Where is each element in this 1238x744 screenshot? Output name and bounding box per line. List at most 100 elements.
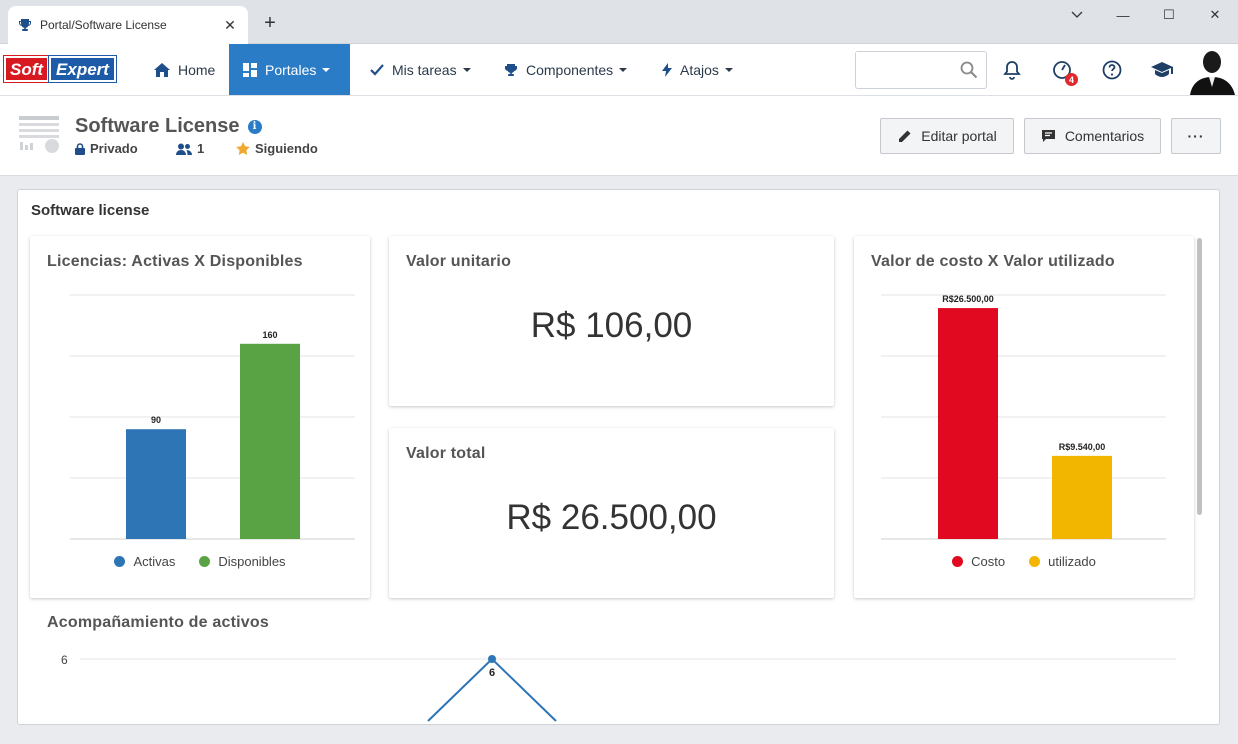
window-controls: — ☐ ✕ bbox=[1054, 0, 1238, 30]
nav-atajos[interactable]: Atajos bbox=[648, 44, 747, 95]
privacy-label: Privado bbox=[90, 141, 138, 156]
portal-header: Software License i Privado 1 Siguiendo E… bbox=[0, 96, 1238, 176]
valor-unitario-value: R$ 106,00 bbox=[530, 306, 693, 345]
data-label: R$26.500,00 bbox=[942, 294, 994, 304]
users-icon bbox=[176, 143, 192, 155]
data-label: 160 bbox=[262, 330, 277, 340]
check-icon bbox=[370, 63, 384, 76]
trophy-icon bbox=[18, 18, 32, 32]
search-icon[interactable] bbox=[960, 61, 978, 84]
page-title-text: Software License bbox=[75, 115, 240, 137]
legend-label: utilizado bbox=[1048, 554, 1096, 569]
legend-item-disponibles[interactable]: Disponibles bbox=[199, 554, 286, 569]
data-point[interactable] bbox=[488, 655, 496, 663]
valor-unitario-card: Valor unitario R$ 106,00 bbox=[389, 236, 834, 406]
page-title: Software License i bbox=[75, 115, 262, 138]
edit-portal-label: Editar portal bbox=[921, 128, 997, 144]
legend-label: Costo bbox=[971, 554, 1006, 569]
softexpert-logo[interactable]: Soft Expert bbox=[4, 56, 116, 82]
panel-title: Software license bbox=[31, 202, 150, 219]
chart-title: Licencias: Activas X Disponibles bbox=[47, 253, 303, 270]
pencil-icon bbox=[897, 129, 912, 144]
following-status[interactable]: Siguiendo bbox=[236, 141, 318, 156]
bar-disponibles[interactable] bbox=[240, 343, 300, 539]
notification-badge: 4 bbox=[1065, 73, 1078, 86]
nav-portales[interactable]: Portales bbox=[229, 44, 350, 95]
software-license-panel: Software license Licencias: Activas X Di… bbox=[17, 189, 1220, 725]
members-count[interactable]: 1 bbox=[176, 141, 204, 156]
data-label: R$9.540,00 bbox=[1059, 442, 1106, 452]
logo-expert: Expert bbox=[49, 56, 116, 82]
star-icon bbox=[236, 142, 250, 155]
home-icon bbox=[154, 62, 170, 77]
nav-componentes-label: Componentes bbox=[526, 61, 614, 78]
search-input[interactable] bbox=[856, 52, 956, 86]
activos-line-chart: 66 bbox=[61, 653, 1176, 722]
licencias-bar-chart: 90 160 bbox=[70, 294, 355, 540]
bolt-icon bbox=[662, 62, 672, 77]
bar-activas[interactable] bbox=[126, 429, 186, 539]
data-label: 90 bbox=[151, 415, 161, 425]
legend-swatch bbox=[952, 556, 964, 567]
vertical-scrollbar[interactable] bbox=[1197, 238, 1202, 515]
nav-mis-tareas[interactable]: Mis tareas bbox=[356, 44, 485, 95]
caret-down-icon bbox=[322, 67, 331, 72]
more-options-button[interactable]: ··· bbox=[1171, 118, 1221, 154]
help-icon[interactable] bbox=[1100, 58, 1124, 82]
legend-item-activas[interactable]: Activas bbox=[114, 554, 175, 569]
dashboard-icon bbox=[243, 62, 257, 77]
valor-total-title: Valor total bbox=[406, 445, 486, 462]
legend-swatch bbox=[1029, 556, 1041, 567]
graduation-cap-icon[interactable] bbox=[1150, 58, 1174, 82]
costo-bar-chart: R$26.500,00 R$9.540,00 bbox=[881, 294, 1166, 540]
caret-down-icon bbox=[619, 67, 628, 72]
gauge-icon[interactable]: 4 bbox=[1050, 58, 1078, 86]
bar-utilizado[interactable] bbox=[1052, 455, 1112, 539]
top-navbar: Soft Expert Home Portales Mis tareas Com… bbox=[0, 44, 1238, 96]
nav-componentes[interactable]: Componentes bbox=[490, 44, 641, 95]
valor-unitario-title: Valor unitario bbox=[406, 253, 512, 270]
chart-legend: Costo utilizado bbox=[854, 554, 1194, 569]
caret-down-icon bbox=[724, 67, 733, 72]
legend-item-utilizado[interactable]: utilizado bbox=[1029, 554, 1096, 569]
new-tab-button[interactable]: + bbox=[264, 12, 276, 34]
y-tick-label: 6 bbox=[61, 653, 68, 667]
nav-portales-label: Portales bbox=[265, 61, 317, 78]
maximize-button[interactable]: ☐ bbox=[1163, 7, 1175, 22]
bell-icon[interactable] bbox=[1000, 58, 1024, 82]
valor-total-value: R$ 26.500,00 bbox=[506, 498, 717, 537]
nav-mis-tareas-label: Mis tareas bbox=[392, 61, 457, 78]
legend-swatch bbox=[199, 556, 211, 567]
legend-item-costo[interactable]: Costo bbox=[952, 554, 1005, 569]
info-icon[interactable]: i bbox=[247, 119, 262, 134]
chart-title: Valor de costo X Valor utilizado bbox=[871, 253, 1115, 270]
comments-button[interactable]: Comentarios bbox=[1024, 118, 1161, 154]
minimize-button[interactable]: — bbox=[1116, 7, 1130, 23]
chevron-down-icon[interactable] bbox=[1054, 0, 1100, 30]
nav-home[interactable]: Home bbox=[140, 44, 229, 95]
comments-label: Comentarios bbox=[1064, 128, 1145, 144]
browser-tab-title: Portal/Software License bbox=[40, 18, 167, 32]
search-box bbox=[855, 51, 987, 89]
portal-thumbnail-icon bbox=[17, 114, 61, 154]
browser-tab-strip: Portal/Software License ✕ + — ☐ ✕ bbox=[0, 0, 1238, 44]
licencias-chart-card: Licencias: Activas X Disponibles 90 160 A… bbox=[30, 236, 370, 598]
legend-label: Disponibles bbox=[218, 554, 286, 569]
bar-costo[interactable] bbox=[938, 308, 998, 539]
edit-portal-button[interactable]: Editar portal bbox=[880, 118, 1014, 154]
following-label: Siguiendo bbox=[255, 141, 318, 156]
data-label: 6 bbox=[489, 667, 495, 679]
caret-down-icon bbox=[462, 67, 471, 72]
privacy-status: Privado bbox=[75, 141, 138, 156]
chart-title: Acompañamiento de activos bbox=[47, 614, 269, 631]
lock-icon bbox=[75, 142, 85, 155]
members-count-value: 1 bbox=[197, 141, 205, 156]
valor-total-card: Valor total R$ 26.500,00 bbox=[389, 428, 834, 598]
avatar[interactable] bbox=[1187, 45, 1238, 95]
close-window-button[interactable]: ✕ bbox=[1209, 7, 1221, 22]
close-tab-icon[interactable]: ✕ bbox=[224, 16, 236, 33]
costo-chart-card: Valor de costo X Valor utilizado R$26.50… bbox=[854, 236, 1194, 598]
browser-tab[interactable]: Portal/Software License ✕ bbox=[8, 6, 248, 44]
logo-soft: Soft bbox=[4, 56, 50, 82]
